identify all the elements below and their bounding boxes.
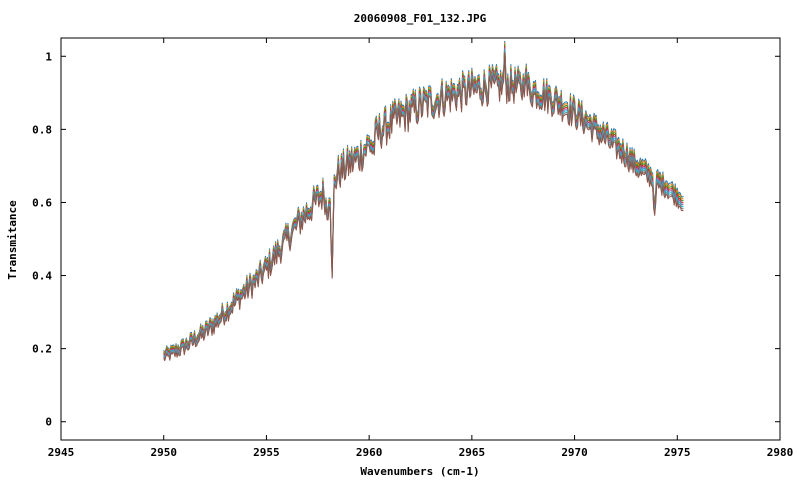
- series-line-8: [163, 52, 684, 362]
- axis-ticks: 2945 2950 2955 2960 2965 2970 2975 2980 0 0.2 0.4 0…: [32, 38, 793, 459]
- x-tick-label: 2980: [767, 446, 794, 459]
- x-axis-title: Wavenumbers (cm-1): [360, 465, 479, 478]
- plot-frame: [60, 37, 781, 441]
- y-tick-label: 1: [45, 50, 52, 63]
- x-tick-label: 2945: [48, 446, 75, 459]
- y-tick-label: 0: [45, 416, 52, 429]
- y-tick-label: 0.2: [32, 343, 52, 356]
- chart-title: 20060908_F01_132.JPG: [354, 12, 487, 25]
- x-tick-label: 2970: [561, 446, 588, 459]
- x-tick-label: 2955: [253, 446, 280, 459]
- y-tick-label: 0.4: [32, 270, 52, 283]
- x-tick-label: 2960: [356, 446, 383, 459]
- y-axis-title: Transmitance: [6, 200, 19, 280]
- x-tick-label: 2965: [459, 446, 486, 459]
- x-tick-label: 2975: [664, 446, 691, 459]
- series-group: [163, 40, 684, 362]
- y-tick-label: 0.8: [32, 123, 52, 136]
- x-tick-label: 2950: [150, 446, 177, 459]
- y-tick-label: 0.6: [32, 196, 52, 209]
